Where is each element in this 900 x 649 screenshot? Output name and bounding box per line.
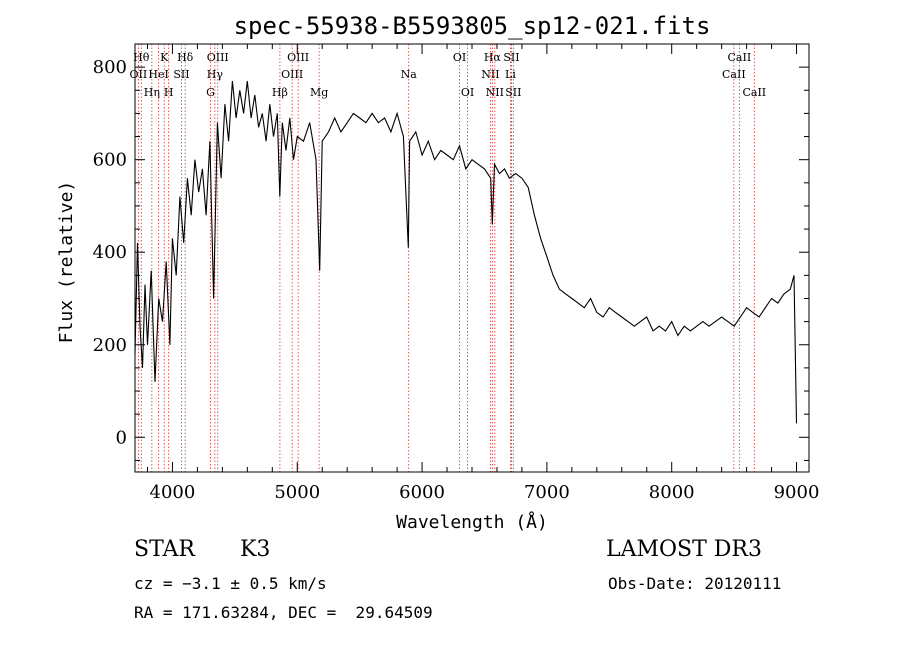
spectral-line-label: HeI [148, 68, 168, 81]
spectrum-series-line [134, 80, 798, 424]
spectral-line-markers [137, 44, 755, 472]
spectral-line-label: K [160, 51, 169, 64]
x-tick-label: 7000 [524, 482, 570, 503]
obs-date-text: Obs-Date: 20120111 [608, 574, 782, 593]
spectral-line-label: H [164, 86, 174, 99]
y-tick-label: 800 [93, 57, 127, 78]
axis-ticks [135, 43, 809, 472]
spectral-line-label: Hγ [207, 68, 224, 81]
x-tick-label: 6000 [399, 482, 445, 503]
chart-title: spec-55938-B5593805_sp12-021.fits [234, 12, 711, 40]
x-axis-label: Wavelength (Å) [396, 511, 548, 533]
x-tick-label: 9000 [774, 482, 820, 503]
y-tick-label: 400 [93, 242, 127, 263]
spectral-line-label: NII [486, 86, 504, 99]
spectral-line-label: SII [173, 68, 189, 81]
spectral-line-label: OIII [207, 51, 229, 64]
spectral-line-label: Hα [484, 51, 502, 64]
object-subclass: K3 [240, 537, 271, 562]
y-tick-label: 200 [93, 335, 127, 356]
spectral-line-label: Hη [144, 86, 160, 99]
spectral-line-label: G [206, 86, 215, 99]
y-tick-label: 0 [116, 427, 127, 448]
spectral-line-label: OIII [281, 68, 303, 81]
spectral-line-label: NII [481, 68, 499, 81]
y-tick-label: 600 [93, 150, 127, 171]
x-tick-label: 4000 [150, 482, 196, 503]
axis-tick-labels: 4000 5000 6000 7000 8000 9000 0 200 400 600 800 [93, 57, 820, 503]
spectral-line-label: Na [401, 68, 418, 81]
spectral-line-labels: OII Hθ Hη HeI K H SII Hδ G Hγ OIII Hβ OIII OIII Mg Na OI… [130, 51, 767, 99]
plot-frame [134, 43, 810, 473]
spectral-line-label: OI [461, 86, 474, 99]
x-tick-label: 8000 [649, 482, 695, 503]
spectral-line-label: CaII [742, 86, 766, 99]
object-class: STAR [134, 537, 195, 562]
spectral-line-label: Hβ [272, 86, 288, 99]
spectral-line-label: OI [453, 51, 466, 64]
spectral-line-label: Hδ [177, 51, 194, 64]
coordinates-text: RA = 171.63284, DEC = 29.64509 [134, 603, 433, 622]
spectral-line-label: OIII [287, 51, 309, 64]
x-tick-label: 5000 [274, 482, 320, 503]
spectral-line-label: SII [505, 86, 521, 99]
spectral-line-label: Hθ [133, 51, 150, 64]
redshift-text: cz = −3.1 ± 0.5 km/s [134, 574, 327, 593]
spectral-line-label: CaII [728, 51, 752, 64]
spectral-line-label: Mg [310, 86, 328, 99]
spectral-line-label: CaII [722, 68, 746, 81]
survey-name: LAMOST DR3 [606, 537, 762, 562]
spectral-line-label: Li [505, 68, 516, 81]
spectral-line-label: SII [503, 51, 519, 64]
y-axis-label: Flux (relative) [56, 181, 77, 344]
spectral-line-label: OII [130, 68, 148, 81]
